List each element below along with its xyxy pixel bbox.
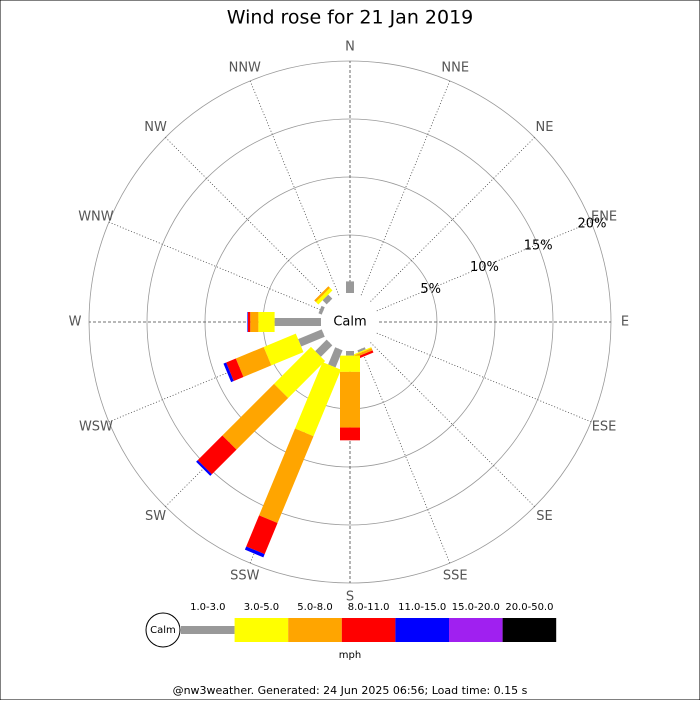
legend-label: 20.0-50.0 xyxy=(505,602,553,613)
legend-unit: mph xyxy=(339,650,361,661)
ring-label: 15% xyxy=(524,238,553,253)
direction-bars xyxy=(318,305,325,315)
footer: @nw3weather. Generated: 24 Jun 2025 06:5… xyxy=(173,684,528,697)
direction-label: NNE xyxy=(441,60,469,75)
bar-segment xyxy=(274,346,326,398)
legend-swatch xyxy=(234,618,289,642)
legend-swatch xyxy=(181,626,235,634)
bar-segment xyxy=(196,460,212,476)
legend-label: 3.0-5.0 xyxy=(244,602,279,613)
bar-segment xyxy=(357,347,366,353)
legend-swatch xyxy=(502,618,557,642)
legend-label: 11.0-15.0 xyxy=(398,602,446,613)
direction-label: NE xyxy=(535,120,553,135)
bar-segment xyxy=(295,362,342,437)
bar-segment xyxy=(258,312,275,332)
direction-label: N xyxy=(345,40,355,55)
bar-segment xyxy=(322,294,333,305)
bar-segment xyxy=(314,286,331,303)
direction-bars xyxy=(314,286,333,305)
direction-bars xyxy=(244,347,343,558)
direction-label: SSW xyxy=(230,569,260,584)
legend-label: 5.0-8.0 xyxy=(297,602,332,613)
bar-segment xyxy=(298,329,325,347)
bar-segment xyxy=(328,347,343,368)
legend-swatch xyxy=(341,618,396,642)
direction-label: NNW xyxy=(229,60,261,75)
grid-ring xyxy=(146,118,554,526)
direction-label: E xyxy=(621,315,629,330)
legend-calm-label: Calm xyxy=(150,625,176,636)
direction-label: NW xyxy=(144,120,167,135)
bar-segment xyxy=(197,435,237,475)
calm-label: Calm xyxy=(333,315,366,330)
direction-label: S xyxy=(346,590,354,605)
legend-label: 8.0-11.0 xyxy=(348,602,390,613)
bar-segment xyxy=(353,348,373,358)
direction-bars xyxy=(346,281,354,293)
bar-segment xyxy=(250,312,259,332)
ring-label: 10% xyxy=(470,260,499,275)
bar-segment xyxy=(247,312,248,332)
bar-segment xyxy=(244,546,265,558)
legend-calm-circle xyxy=(145,612,181,648)
bar-segment xyxy=(340,427,360,441)
legend-swatch xyxy=(395,618,449,642)
direction-bars xyxy=(196,339,333,476)
calm-circle xyxy=(323,295,377,349)
direction-bars xyxy=(340,351,360,441)
direction-bars xyxy=(223,329,325,383)
bar-segment xyxy=(346,281,354,293)
bar-segment xyxy=(318,305,325,315)
bar-segment xyxy=(340,371,360,428)
direction-label: SE xyxy=(536,509,552,524)
bar-segment xyxy=(263,333,304,366)
bar-segment xyxy=(247,312,251,332)
bar-segment xyxy=(274,318,321,326)
bar-segment xyxy=(222,383,289,450)
direction-label: W xyxy=(69,315,82,330)
bar-segment xyxy=(259,428,314,524)
bar-segment xyxy=(315,287,333,305)
direction-label: SW xyxy=(145,509,166,524)
direction-label: ENE xyxy=(591,209,617,224)
bar-segment xyxy=(226,358,244,381)
direction-label: SSE xyxy=(443,569,468,584)
ring-label: 5% xyxy=(420,282,441,297)
legend-swatch xyxy=(449,618,503,642)
bar-segment xyxy=(352,347,372,356)
direction-label: WNW xyxy=(78,209,114,224)
bar-segment xyxy=(223,362,234,383)
bar-segment xyxy=(346,351,354,356)
bar-segment xyxy=(315,339,333,357)
legend-label: 1.0-3.0 xyxy=(190,602,225,613)
bar-segment xyxy=(235,346,272,377)
chart-title: Wind rose for 21 Jan 2019 xyxy=(227,7,474,29)
direction-label: ESE xyxy=(592,420,617,435)
bar-segment xyxy=(340,355,360,372)
direction-label: WSW xyxy=(79,420,113,435)
ring-label: 20% xyxy=(578,217,607,232)
bar-segment xyxy=(246,515,278,555)
legend-label: 15.0-20.0 xyxy=(452,602,500,613)
direction-bars xyxy=(247,312,321,332)
legend-swatch xyxy=(288,618,342,642)
